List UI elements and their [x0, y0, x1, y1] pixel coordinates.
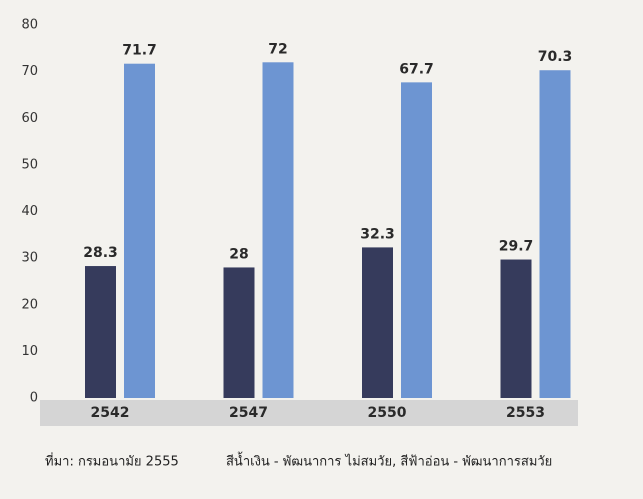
value-label: 71.7 [122, 43, 157, 59]
value-label: 32.3 [360, 226, 395, 242]
bar [223, 267, 255, 398]
bar [500, 259, 532, 398]
value-label: 29.7 [499, 239, 534, 255]
y-tick-label: 60 [21, 111, 38, 126]
y-tick-label: 80 [21, 18, 38, 33]
bar [85, 266, 116, 398]
value-label: 67.7 [399, 61, 434, 77]
source: ที่มา: กรมอนามัย 2555 [45, 453, 179, 470]
y-tick-label: 30 [21, 251, 38, 266]
y-tick-label: 70 [21, 64, 38, 79]
x-tick-label: 2553 [506, 405, 545, 421]
value-label: 28 [229, 246, 248, 262]
bar [401, 82, 432, 398]
y-tick-label: 40 [21, 204, 38, 219]
bar [262, 62, 294, 399]
value-label: 28.3 [83, 245, 118, 261]
bar [539, 70, 571, 398]
value-label: 72 [268, 41, 287, 57]
x-tick-label: 2550 [368, 405, 407, 421]
note: สีน้ำเงิน - พัฒนาการ ไม่สมวัย, สีฟ้าอ่อน… [226, 452, 552, 470]
bar [362, 247, 393, 398]
value-label: 70.3 [538, 49, 573, 65]
y-tick-label: 0 [30, 391, 38, 406]
x-tick-label: 2547 [229, 405, 268, 421]
x-tick-label: 2542 [91, 405, 130, 421]
y-tick-label: 10 [21, 344, 38, 359]
category-band [40, 400, 578, 426]
y-tick-label: 20 [21, 297, 38, 312]
y-tick-label: 50 [21, 157, 38, 172]
bar [124, 63, 155, 398]
